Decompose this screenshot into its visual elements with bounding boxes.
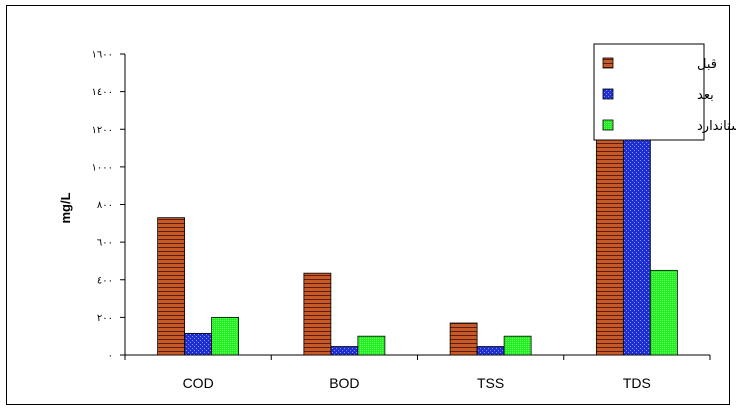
legend-swatch-1 xyxy=(602,88,614,100)
bar-tss-series-0 xyxy=(449,322,478,356)
y-tick-label: ٢٠٠ xyxy=(97,313,113,324)
bar-bod-series-1 xyxy=(330,346,359,356)
bar-cod-series-0 xyxy=(157,217,186,356)
bar-tds-series-1 xyxy=(622,107,651,356)
legend-label-2: استاندارد xyxy=(697,119,736,134)
bar-tds-series-2 xyxy=(649,269,678,356)
y-axis-label: mg/L xyxy=(58,192,73,223)
bar-cod-series-2 xyxy=(211,316,240,356)
bar-tss-series-2 xyxy=(503,335,532,356)
legend-swatch-2 xyxy=(602,119,614,131)
y-tick-label: ٦٠٠ xyxy=(97,238,113,249)
y-tick-label: ١٠٠٠ xyxy=(92,162,113,173)
legend-swatch-0 xyxy=(602,57,614,69)
y-tick-label: ١٢٠٠ xyxy=(92,125,113,136)
bar-cod-series-1 xyxy=(184,332,213,356)
x-category-label: TDS xyxy=(623,375,651,391)
x-category-label: TSS xyxy=(477,375,504,391)
x-category-label: BOD xyxy=(329,375,359,391)
y-tick-label: ١٤٠٠ xyxy=(92,87,113,98)
x-category-label: COD xyxy=(183,375,214,391)
bar-bod-series-0 xyxy=(303,272,332,356)
y-tick-label: ٨٠٠ xyxy=(97,200,113,211)
legend-label-0: قبل xyxy=(697,57,717,72)
bar-tss-series-1 xyxy=(476,346,505,356)
y-tick-label: ٠ xyxy=(108,351,113,362)
y-tick-label: ٤٠٠ xyxy=(97,275,113,286)
y-tick-label: ١٦٠٠ xyxy=(92,50,113,61)
legend-label-1: بعد xyxy=(697,88,714,103)
bar-bod-series-2 xyxy=(357,335,386,356)
